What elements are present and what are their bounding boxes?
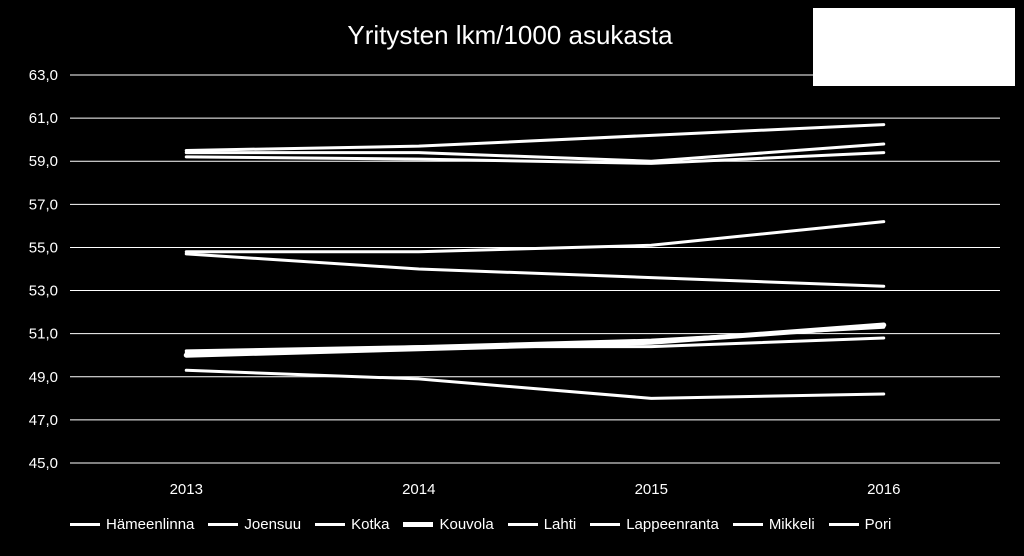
series-line [184,220,886,254]
white-box [813,8,1015,86]
legend-swatch [208,522,239,526]
legend-item: Lappeenranta [590,516,719,533]
series-line [184,368,886,400]
y-tick-label: 59,0 [29,153,58,170]
gridlines [70,74,1000,464]
x-axis: 2013 2014 2015 2016 [170,481,901,498]
legend-item: Pori [828,515,892,533]
y-tick-label: 61,0 [29,110,58,127]
legend-item: Mikkeli [732,515,815,533]
y-axis: 63,0 61,0 59,0 57,0 55,0 53,0 51,0 49,0 47,0 45,0 [29,67,58,472]
legend-item: Kotka [315,516,389,533]
y-tick-label: 53,0 [29,283,58,300]
series-line [184,336,886,353]
x-tick-label: 2013 [170,481,203,498]
series-line [184,151,886,165]
y-tick-label: 45,0 [29,455,58,472]
series-line [184,142,886,163]
legend-label: Hämeenlinna [106,515,195,533]
y-tick-label: 63,0 [29,67,58,84]
legend-label: Pori [864,515,892,533]
legend-swatch [507,522,538,526]
y-tick-label: 51,0 [29,326,58,343]
y-tick-label: 49,0 [29,369,58,386]
x-tick-label: 2016 [867,481,900,498]
y-tick-label: 55,0 [29,239,58,256]
y-tick-label: 57,0 [29,196,58,213]
legend: Hämeenlinna Joensuu Kotka Kouvola Lahti Lappe… [70,512,970,536]
series-lines [183,123,887,400]
legend-swatch [732,522,763,526]
legend-swatch [828,522,859,526]
series-line [184,252,886,288]
legend-swatch [590,522,621,526]
y-tick-label: 47,0 [29,412,58,429]
legend-label: Kouvola [439,515,494,533]
legend-item: Hämeenlinna [70,516,194,533]
legend-label: Lappeenranta [626,515,719,533]
legend-label: Mikkeli [768,515,815,533]
legend-label: Joensuu [244,515,302,533]
x-tick-label: 2014 [402,481,435,498]
legend-item: Joensuu [208,516,301,533]
legend-item: Kouvola [403,515,494,533]
legend-item: Lahti [507,515,577,533]
series-line [183,322,887,358]
chart-title: Yritysten lkm/1000 asukasta [347,20,673,50]
legend-swatch [70,522,100,526]
legend-label: Kotka [351,515,390,533]
series-line [184,123,886,152]
legend-label: Lahti [543,515,577,533]
legend-swatch [315,522,346,526]
legend-swatch [403,521,434,527]
x-tick-label: 2015 [635,481,668,498]
